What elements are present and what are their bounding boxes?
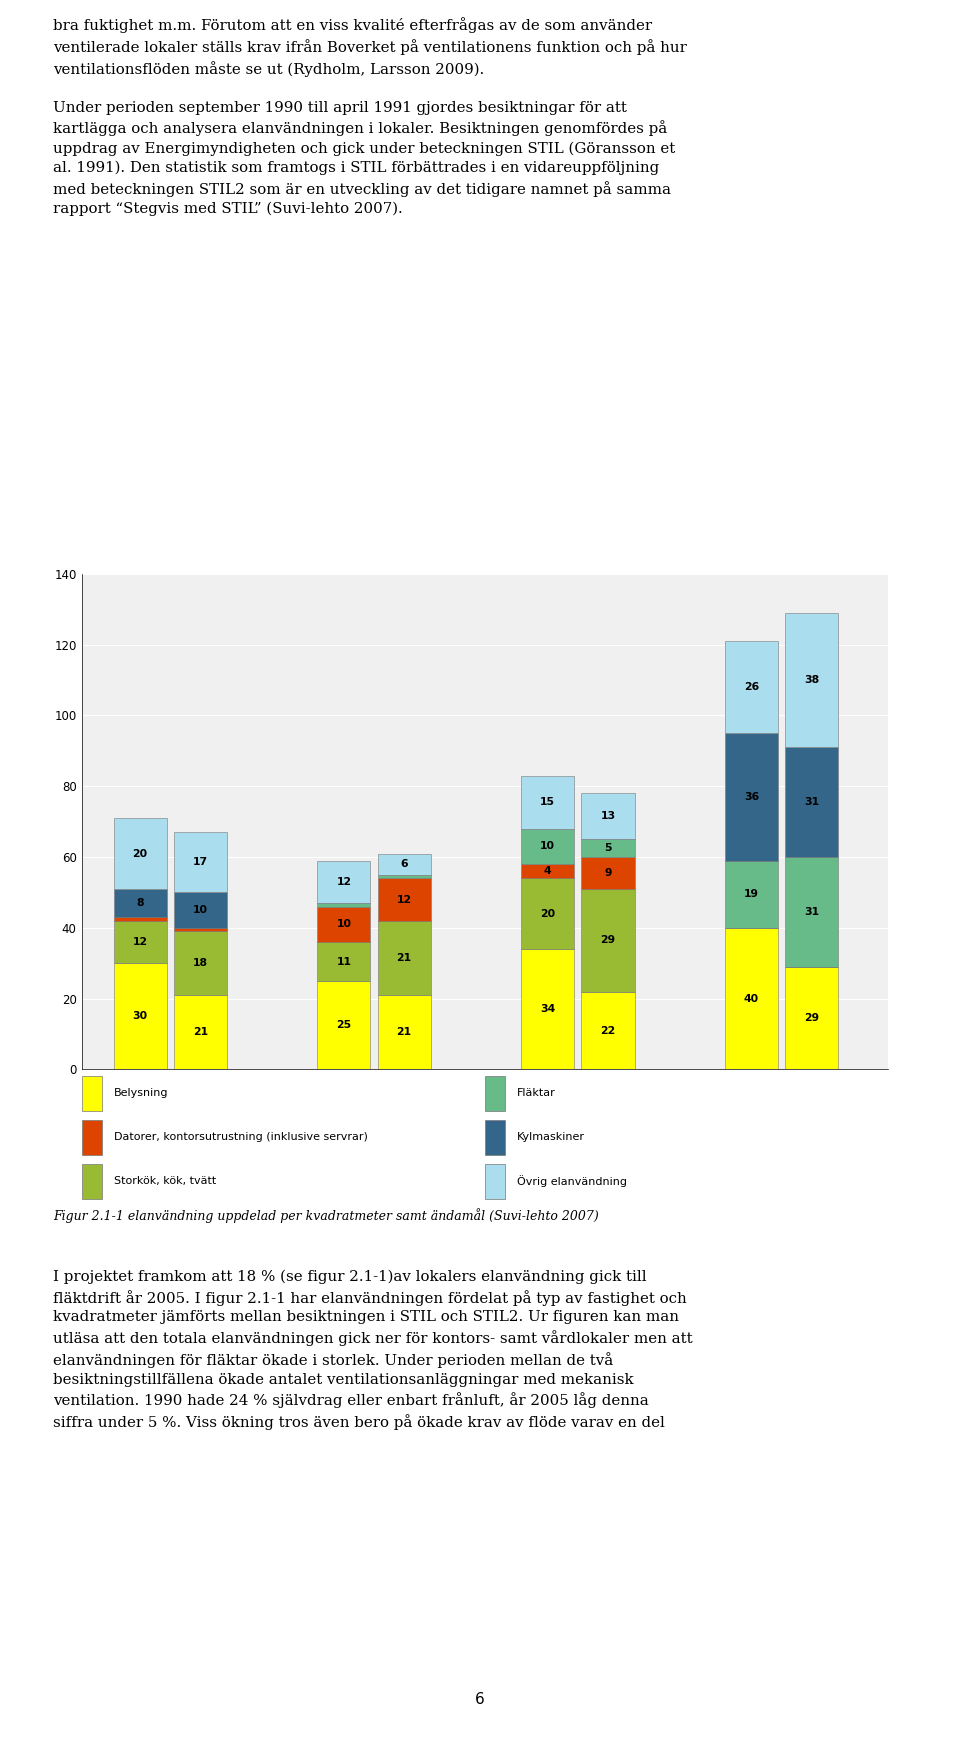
Bar	[318, 903, 371, 906]
Text: 25: 25	[336, 1021, 351, 1029]
Text: I projektet framkom att 18 % (se figur 2.1-1)av lokalers elanvändning gick till
: I projektet framkom att 18 % (se figur 2…	[53, 1269, 692, 1429]
Bar	[725, 734, 779, 861]
Bar	[785, 748, 838, 857]
Bar	[318, 943, 371, 981]
Text: 29: 29	[804, 1014, 819, 1023]
Text: 34: 34	[540, 1005, 555, 1014]
Bar	[521, 949, 574, 1069]
Text: 10: 10	[336, 920, 351, 929]
Text: Storkök, kök, tvätt: Storkök, kök, tvätt	[114, 1176, 216, 1186]
Bar	[725, 642, 779, 734]
Bar	[174, 995, 227, 1069]
Text: 10: 10	[193, 906, 208, 915]
Bar	[113, 817, 167, 889]
Bar	[485, 1076, 505, 1111]
Bar	[174, 833, 227, 892]
Bar	[485, 1163, 505, 1198]
Bar	[174, 892, 227, 929]
Text: 26: 26	[744, 682, 759, 692]
Bar	[113, 889, 167, 916]
Text: 11: 11	[336, 956, 351, 967]
Text: 13: 13	[600, 812, 615, 821]
Text: 40: 40	[744, 993, 759, 1003]
Text: 12: 12	[396, 894, 412, 904]
Bar	[113, 963, 167, 1069]
Text: 17: 17	[193, 857, 208, 868]
Bar	[521, 776, 574, 830]
Bar	[377, 922, 431, 995]
Bar	[582, 793, 635, 840]
Bar	[582, 991, 635, 1069]
Text: 10: 10	[540, 842, 555, 852]
Bar	[582, 889, 635, 991]
Bar	[485, 1120, 505, 1155]
Text: 12: 12	[336, 876, 351, 887]
Text: Datorer, kontorsutrustning (inklusive servrar): Datorer, kontorsutrustning (inklusive se…	[114, 1132, 368, 1143]
Bar	[785, 967, 838, 1069]
Text: 38: 38	[804, 675, 819, 685]
Text: 21: 21	[193, 1028, 208, 1038]
Text: 19: 19	[744, 889, 759, 899]
Bar	[82, 1163, 102, 1198]
Text: Figur 2.1-1 elanvändning uppdelad per kvadratmeter samt ändamål (Suvi-lehto 2007: Figur 2.1-1 elanvändning uppdelad per kv…	[53, 1209, 598, 1224]
Bar	[582, 840, 635, 857]
Text: 12: 12	[132, 937, 148, 948]
Bar	[521, 878, 574, 949]
Text: 21: 21	[396, 1028, 412, 1038]
Text: 4: 4	[544, 866, 552, 876]
Text: 15: 15	[540, 796, 555, 807]
Text: 20: 20	[540, 909, 555, 918]
Text: Kylmaskiner: Kylmaskiner	[517, 1132, 585, 1143]
Text: 9: 9	[604, 868, 612, 878]
Text: 21: 21	[396, 953, 412, 963]
Bar	[82, 1120, 102, 1155]
Bar	[113, 916, 167, 922]
Bar	[785, 612, 838, 748]
Text: 6: 6	[400, 859, 408, 870]
Text: Fläktar: Fläktar	[517, 1089, 556, 1099]
Text: 22: 22	[600, 1026, 615, 1035]
Bar	[318, 981, 371, 1069]
Text: 31: 31	[804, 908, 819, 916]
Text: Belysning: Belysning	[114, 1089, 168, 1099]
Bar	[113, 922, 167, 963]
Bar	[174, 932, 227, 995]
Text: 6: 6	[475, 1692, 485, 1708]
Bar	[82, 1076, 102, 1111]
Text: bra fuktighet m.m. Förutom att en viss kvalité efterfrågas av de som använder
ve: bra fuktighet m.m. Förutom att en viss k…	[53, 17, 686, 216]
Bar	[521, 830, 574, 864]
Bar	[785, 857, 838, 967]
Text: Övrig elanvändning: Övrig elanvändning	[517, 1176, 627, 1188]
Bar	[377, 995, 431, 1069]
Text: 31: 31	[804, 796, 819, 807]
Bar	[377, 854, 431, 875]
Text: 36: 36	[744, 791, 759, 802]
Bar	[318, 906, 371, 943]
Text: 20: 20	[132, 849, 148, 859]
Bar	[318, 861, 371, 903]
Text: 30: 30	[132, 1012, 148, 1021]
Bar	[582, 857, 635, 889]
Text: 5: 5	[604, 843, 612, 854]
Text: 8: 8	[136, 897, 144, 908]
Bar	[174, 929, 227, 932]
Bar	[725, 929, 779, 1069]
Text: 29: 29	[600, 936, 615, 946]
Bar	[521, 864, 574, 878]
Bar	[377, 875, 431, 878]
Text: 18: 18	[193, 958, 208, 969]
Bar	[377, 878, 431, 922]
Bar	[725, 861, 779, 929]
